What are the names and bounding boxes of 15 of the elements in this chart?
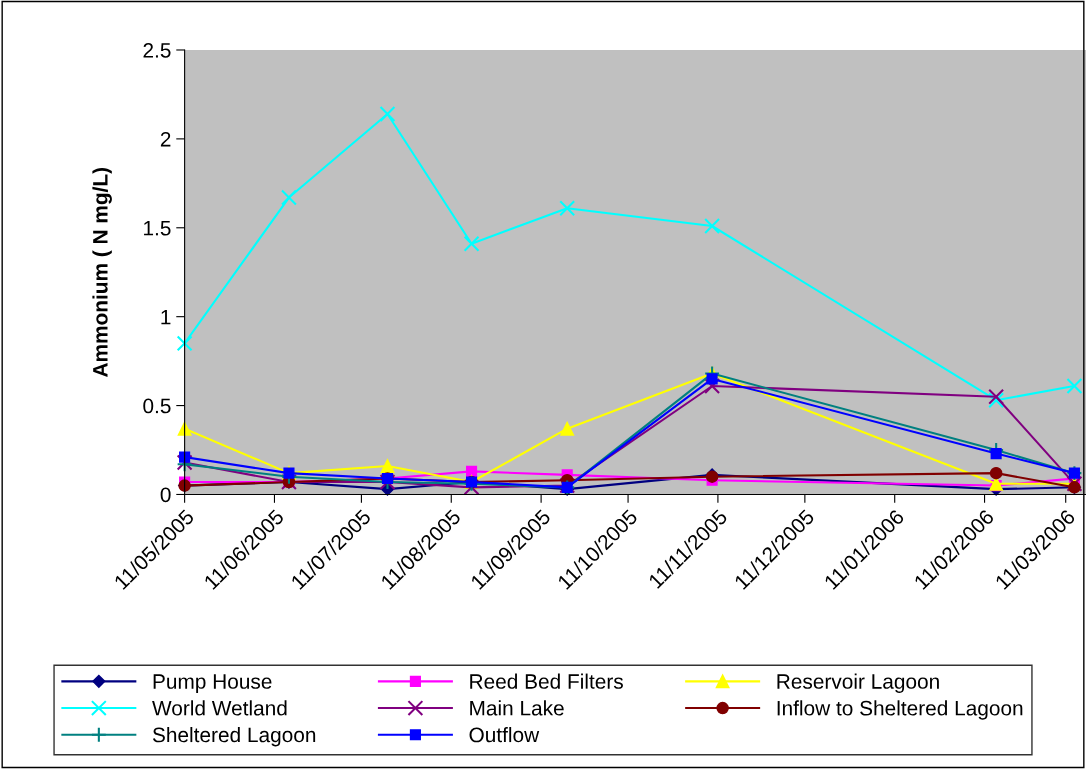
y-tick-label: 1 <box>161 309 171 325</box>
legend-label: Sheltered Lagoon <box>152 726 316 747</box>
legend-label: Main Lake <box>470 700 564 716</box>
legend-label: Reservoir Lagoon <box>777 673 939 693</box>
legend-label: Pump House <box>153 674 272 693</box>
y-tick-label: 2.5 <box>143 42 171 58</box>
legend-label: World Wetland <box>152 700 287 716</box>
legend-label: Inflow to Sheltered Lagoon <box>777 700 1023 720</box>
legend-label: Outflow <box>469 726 540 743</box>
y-tick-label: 0.5 <box>143 398 171 414</box>
y-tick-label: 0 <box>160 487 171 503</box>
y-tick-label: 2 <box>160 131 171 147</box>
y-tick-label: 1.5 <box>144 220 171 236</box>
y-axis-title: Ammonium ( N mg/L) <box>92 167 112 378</box>
legend-label: Reed Bed Filters <box>470 673 623 689</box>
